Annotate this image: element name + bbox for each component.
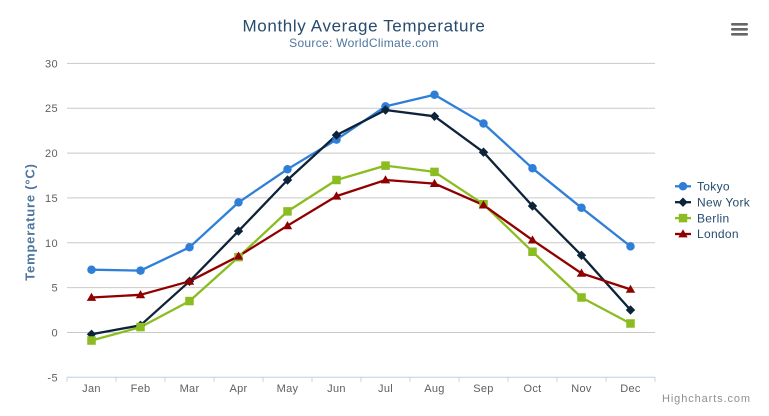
svg-text:Tokyo: Tokyo <box>697 180 730 194</box>
svg-text:-5: -5 <box>47 372 58 384</box>
svg-text:Jul: Jul <box>378 383 393 395</box>
svg-text:Temperature (°C): Temperature (°C) <box>23 163 38 280</box>
svg-text:Monthly Average Temperature: Monthly Average Temperature <box>243 17 486 36</box>
svg-text:Apr: Apr <box>229 383 247 395</box>
svg-text:10: 10 <box>45 238 58 250</box>
svg-text:Dec: Dec <box>620 383 641 395</box>
svg-text:Berlin: Berlin <box>697 211 729 225</box>
svg-text:Feb: Feb <box>131 383 151 395</box>
svg-text:Nov: Nov <box>571 383 592 395</box>
svg-text:25: 25 <box>45 103 58 115</box>
svg-text:Aug: Aug <box>424 383 444 395</box>
svg-text:New York: New York <box>697 195 751 209</box>
svg-text:Highcharts.com: Highcharts.com <box>662 393 751 405</box>
svg-text:0: 0 <box>51 328 58 340</box>
svg-text:Mar: Mar <box>180 383 200 395</box>
svg-text:30: 30 <box>45 58 58 70</box>
svg-text:Jan: Jan <box>82 383 101 395</box>
svg-text:London: London <box>697 227 739 241</box>
svg-text:Source: WorldClimate.com: Source: WorldClimate.com <box>289 36 439 50</box>
svg-text:Jun: Jun <box>327 383 346 395</box>
svg-text:15: 15 <box>45 193 58 205</box>
svg-text:20: 20 <box>45 148 58 160</box>
svg-text:5: 5 <box>51 283 58 295</box>
svg-text:Sep: Sep <box>473 383 493 395</box>
svg-text:Oct: Oct <box>523 383 541 395</box>
svg-text:May: May <box>277 383 299 395</box>
